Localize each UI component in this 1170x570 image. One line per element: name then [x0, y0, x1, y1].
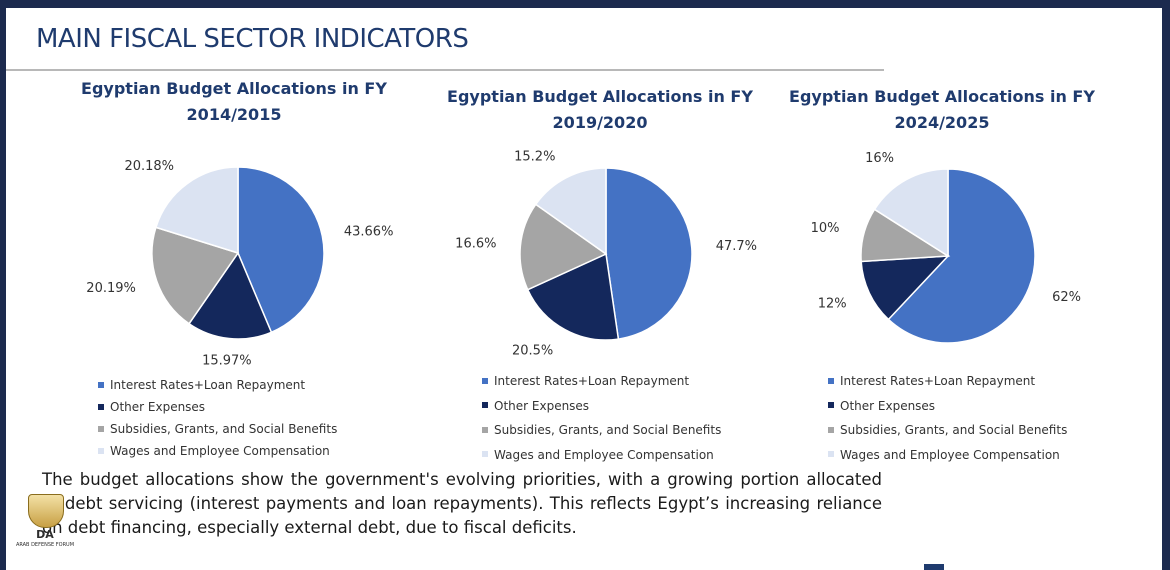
legend-label: Interest Rates+Loan Repayment	[840, 374, 1036, 388]
slice-data-label-1: 43.66%	[344, 225, 394, 240]
legend-swatch	[482, 402, 488, 408]
pie-slice-3	[519, 203, 608, 291]
legend-item-1: Interest Rates+Loan Repayment	[98, 378, 305, 392]
legend-item-3: Subsidies, Grants, and Social Benefits	[828, 423, 1067, 437]
pie-slice-4	[154, 166, 239, 255]
chart-title-line-1: Egyptian Budget Allocations in FY	[789, 87, 1095, 106]
summary-paragraph: The budget allocations show the governme…	[42, 470, 882, 537]
title-divider	[6, 69, 884, 71]
legend-label: Interest Rates+Loan Repayment	[110, 378, 306, 392]
slice-data-label-2: 12%	[818, 297, 847, 312]
legend-item-3: Subsidies, Grants, and Social Benefits	[482, 423, 721, 437]
chart-title: Egyptian Budget Allocations in FY 2019/2…	[430, 84, 770, 136]
slide: MAIN FISCAL SECTOR INDICATORS Egyptian B…	[6, 8, 1162, 570]
pie-slice-2	[526, 252, 620, 341]
slice-data-label-2: 15.97%	[202, 353, 252, 368]
chart-title-line-1: Egyptian Budget Allocations in FY	[81, 79, 387, 98]
legend-label: Other Expenses	[110, 400, 206, 414]
slice-data-label-4: 15.2%	[514, 149, 555, 164]
slice-data-label-3: 20.19%	[86, 281, 136, 296]
chart-title-line-2: 2019/2020	[552, 113, 648, 132]
pie-slice-3	[151, 226, 240, 325]
legend-swatch	[482, 377, 488, 384]
legend-swatch	[828, 377, 834, 384]
slice-data-label-4: 16%	[865, 151, 894, 166]
legend-item-2: Other Expenses	[482, 399, 589, 413]
chart-title: Egyptian Budget Allocations in FY 2024/2…	[772, 84, 1112, 136]
pie-slice-2	[188, 251, 273, 340]
legend-swatch	[828, 402, 834, 408]
watermark-text: ARAB DEFENSE FORUM	[15, 542, 75, 548]
pie-slice-1	[887, 168, 1036, 344]
legend-label: Other Expenses	[840, 398, 936, 413]
pie-chart-fy-2019-2020: Egyptian Budget Allocations in FY 2019/2…	[430, 84, 770, 474]
pie-chart-fy-2024-2025: Egyptian Budget Allocations in FY 2024/2…	[772, 84, 1112, 474]
legend-swatch	[828, 426, 834, 433]
legend-label: Wages and Employee Compensation	[494, 447, 714, 462]
footer-logo-fragment	[924, 564, 944, 570]
pie-chart-fy-2014-2015: Egyptian Budget Allocations in FY 2014/2…	[64, 76, 404, 466]
pie-slice-4	[534, 167, 607, 256]
legend-label: Subsidies, Grants, and Social Benefits	[494, 423, 722, 437]
slice-data-label-3: 10%	[811, 221, 840, 236]
legend-swatch	[98, 447, 104, 454]
legend-item-2: Other Expenses	[828, 399, 935, 413]
pie-svg: 62% 12% 10% 16%	[811, 151, 1081, 344]
legend-swatch	[98, 425, 104, 432]
legend-label: Other Expenses	[494, 398, 590, 413]
legend-label: Wages and Employee Compensation	[840, 447, 1060, 462]
watermark-logo: DA ARAB DEFENSE FORUM	[10, 494, 80, 570]
legend-swatch	[482, 451, 488, 457]
legend-item-2: Other Expenses	[98, 400, 205, 414]
pie-svg: 47.7% 20.5% 16.6% 15.2%	[455, 149, 757, 359]
legend-label: Subsidies, Grants, and Social Benefits	[110, 422, 338, 436]
legend-swatch	[828, 451, 834, 457]
legend-label: Subsidies, Grants, and Social Benefits	[840, 423, 1068, 437]
legend-swatch	[482, 426, 488, 433]
legend-swatch	[98, 403, 104, 410]
legend-label: Wages and Employee Compensation	[110, 444, 330, 458]
legend-label: Interest Rates+Loan Repayment	[494, 374, 690, 388]
pie-slice-1	[237, 166, 325, 334]
legend-item-4: Wages and Employee Compensation	[482, 448, 714, 462]
slice-data-label-1: 62%	[1052, 290, 1081, 305]
chart-title-line-2: 2014/2015	[186, 105, 282, 124]
legend-item-1: Interest Rates+Loan Repayment	[482, 374, 689, 388]
slice-data-label-3: 16.6%	[455, 237, 496, 252]
watermark-mark: DA	[36, 528, 54, 541]
chart-title: Egyptian Budget Allocations in FY 2014/2…	[64, 76, 404, 128]
legend-item-3: Subsidies, Grants, and Social Benefits	[98, 422, 337, 436]
pie-svg: 43.66% 15.97% 20.19% 20.18%	[86, 159, 394, 368]
legend-swatch	[98, 381, 104, 388]
chart-title-line-1: Egyptian Budget Allocations in FY	[447, 87, 753, 106]
pie-slice-2	[860, 255, 950, 321]
slice-data-label-1: 47.7%	[716, 239, 757, 254]
chart-title-line-2: 2024/2025	[894, 113, 990, 132]
legend-item-4: Wages and Employee Compensation	[828, 448, 1060, 462]
pie-slice-1	[605, 167, 693, 340]
shield-icon	[28, 494, 64, 528]
legend-item-1: Interest Rates+Loan Repayment	[828, 374, 1035, 388]
legend-item-4: Wages and Employee Compensation	[98, 444, 330, 458]
slice-data-label-4: 20.18%	[124, 159, 174, 174]
page-title: MAIN FISCAL SECTOR INDICATORS	[36, 24, 469, 54]
slice-data-label-2: 20.5%	[512, 344, 553, 359]
pie-slice-4	[873, 168, 949, 258]
